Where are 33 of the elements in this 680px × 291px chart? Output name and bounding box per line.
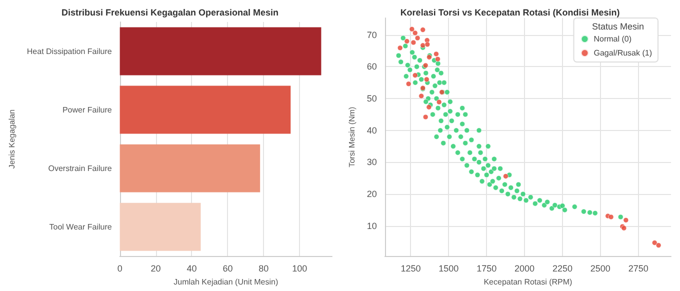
y-tick-label: 70 — [366, 30, 377, 40]
x-tick-label: 40 — [186, 264, 197, 274]
x-axis-title: Kecepatan Rotasi (RPM) — [484, 278, 573, 286]
legend-title: Status Mesin — [592, 22, 644, 32]
y-tick-label: Tool Wear Failure — [49, 222, 112, 232]
y-tick-label: 30 — [366, 157, 377, 168]
chart-title: Korelasi Torsi vs Kecepatan Rotasi (Kondisi Mesin) — [400, 8, 620, 18]
y-tick-label: Overstrain Failure — [48, 164, 112, 173]
x-tick-label: 2000 — [514, 264, 535, 274]
x-tick-label: 2750 — [628, 264, 648, 274]
legend-label: Normal (0) — [594, 34, 632, 44]
x-tick-label: 100 — [292, 264, 308, 274]
x-tick-label: 0 — [117, 264, 122, 274]
x-tick-label: 20 — [150, 264, 161, 274]
chart-title: Distribusi Frekuensi Kegagalan Operasional Mesin — [61, 8, 279, 18]
y-tick-label: 20 — [366, 189, 377, 200]
y-tick-label: Power Failure — [62, 105, 112, 114]
x-tick-label: 80 — [258, 264, 269, 274]
x-tick-label: 1500 — [438, 264, 459, 274]
x-tick-label: 1250 — [400, 264, 421, 274]
x-axis-title: Jumlah Kejadian (Unit Mesin) — [174, 278, 278, 286]
x-tick-label: 2250 — [552, 264, 572, 274]
y-tick-label: 10 — [366, 220, 377, 231]
y-tick-label: 50 — [366, 94, 377, 104]
y-tick-label: 40 — [366, 125, 377, 136]
y-tick-label: 60 — [366, 62, 377, 72]
y-axis-title: Jenis Kegagalan — [8, 109, 16, 169]
x-tick-label: 2500 — [590, 264, 610, 274]
y-tick-label: Heat Dissipation Failure — [26, 46, 112, 56]
y-axis-title: Torsi Mesin (Nm) — [348, 106, 356, 168]
x-tick-label: 1750 — [476, 264, 497, 274]
legend-label: Gagal/Rusak (1) — [594, 48, 652, 58]
x-tick-label: 60 — [222, 264, 233, 274]
